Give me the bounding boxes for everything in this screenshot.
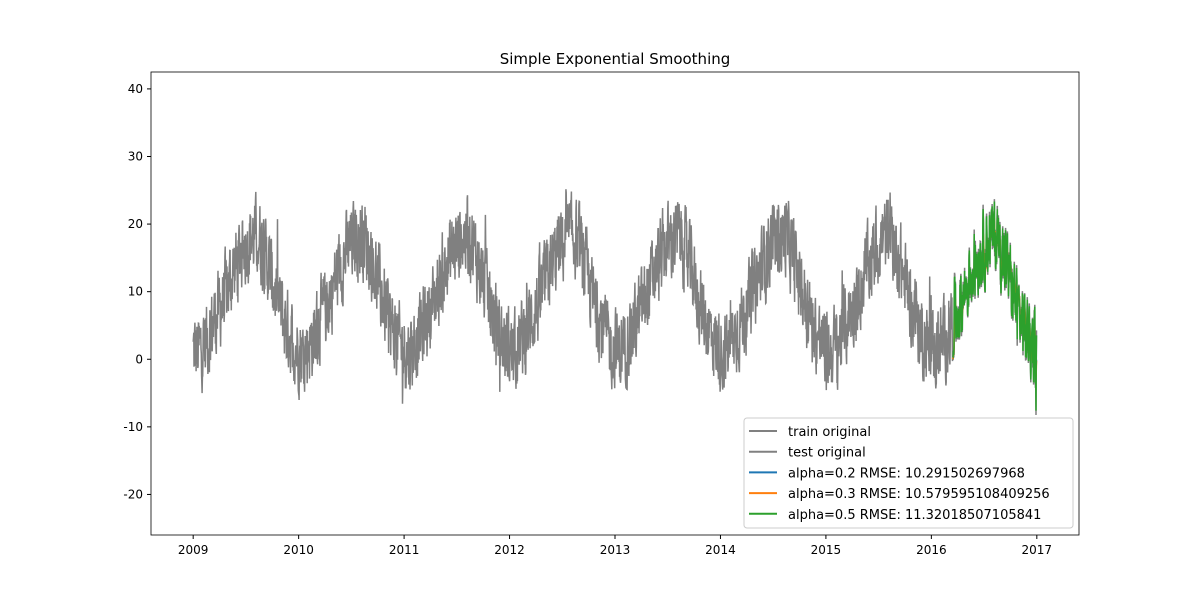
series-train-original	[192, 189, 954, 404]
legend-label: alpha=0.5 RMSE: 11.32018507105841	[788, 508, 1041, 523]
x-tick-label: 2010	[283, 543, 314, 557]
plot-area	[192, 189, 1038, 416]
x-tick-label: 2016	[916, 543, 947, 557]
y-tick-label: 30	[128, 149, 143, 163]
legend-label: test original	[788, 446, 866, 461]
x-tick-label: 2017	[1022, 543, 1053, 557]
axes: 2009 2010 2011 2012 2013 2014 2015 2016 2017-20-…	[123, 71, 1080, 557]
legend-label: alpha=0.3 RMSE: 10.579595108409256	[788, 487, 1050, 502]
x-tick-label: 2011	[389, 543, 420, 557]
x-tick-label: 2015	[811, 543, 842, 557]
legend-box	[743, 417, 1074, 529]
legend-label: train original	[788, 425, 871, 440]
series-alpha-0.5	[952, 201, 1038, 411]
y-tick-label: -20	[123, 487, 143, 501]
y-tick-label: 10	[128, 285, 143, 299]
x-tick-label: 2009	[178, 543, 209, 557]
legend: train original test original alpha=0.2 RMS…	[743, 417, 1074, 529]
x-tick-label: 2014	[705, 543, 736, 557]
y-tick-label: -10	[123, 420, 143, 434]
legend-label: alpha=0.2 RMSE: 10.291502697968	[788, 466, 1025, 481]
x-tick-label: 2012	[494, 543, 525, 557]
y-tick-label: 0	[135, 352, 143, 366]
y-tick-label: 40	[128, 82, 143, 96]
y-tick-label: 20	[128, 217, 143, 231]
x-tick-label: 2013	[600, 543, 631, 557]
chart-title: Simple Exponential Smoothing	[500, 50, 731, 68]
